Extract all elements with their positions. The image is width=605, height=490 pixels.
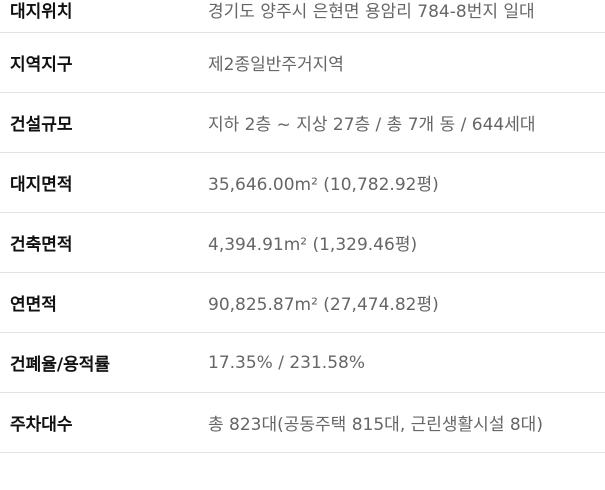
- spec-value: 17.35% / 231.58%: [208, 352, 365, 373]
- spec-label: 주차대수: [10, 415, 73, 435]
- spec-row-site-area: 대지면적 35,646.00m² (10,782.92평): [0, 153, 605, 213]
- spec-label: 건축면적: [10, 235, 73, 255]
- spec-row-site-location: 대지위치 경기도 양주시 은현면 용암리 784-8번지 일대: [0, 0, 605, 33]
- spec-row-zoning: 지역지구 제2종일반주거지역: [0, 33, 605, 93]
- spec-value: 제2종일반주거지역: [208, 55, 344, 75]
- spec-value: 경기도 양주시 은현면 용암리 784-8번지 일대: [208, 2, 535, 22]
- spec-label: 연면적: [10, 295, 57, 315]
- spec-label: 대지면적: [10, 175, 73, 195]
- spec-value: 지하 2층 ~ 지상 27층 / 총 7개 동 / 644세대: [208, 115, 536, 135]
- spec-value: 35,646.00m² (10,782.92평): [208, 175, 439, 195]
- spec-row-building-scale: 건설규모 지하 2층 ~ 지상 27층 / 총 7개 동 / 644세대: [0, 93, 605, 153]
- spec-row-parking: 주차대수 총 823대(공동주택 815대, 근린생활시설 8대): [0, 393, 605, 453]
- spec-label: 건폐율/용적률: [10, 355, 111, 375]
- spec-value: 90,825.87m² (27,474.82평): [208, 295, 439, 315]
- spec-label: 건설규모: [10, 115, 73, 135]
- spec-value: 총 823대(공동주택 815대, 근린생활시설 8대): [208, 415, 543, 435]
- spec-label: 대지위치: [10, 2, 73, 22]
- spec-row-building-area: 건축면적 4,394.91m² (1,329.46평): [0, 213, 605, 273]
- spec-label: 지역지구: [10, 55, 73, 75]
- spec-row-gross-floor-area: 연면적 90,825.87m² (27,474.82평): [0, 273, 605, 333]
- spec-row-coverage-ratios: 건폐율/용적률 17.35% / 231.58%: [0, 333, 605, 393]
- spec-value: 4,394.91m² (1,329.46평): [208, 235, 418, 255]
- spec-table-wrapper: 대지위치 경기도 양주시 은현면 용암리 784-8번지 일대 지역지구 제2종…: [0, 0, 605, 453]
- project-spec-table: 대지위치 경기도 양주시 은현면 용암리 784-8번지 일대 지역지구 제2종…: [0, 0, 605, 453]
